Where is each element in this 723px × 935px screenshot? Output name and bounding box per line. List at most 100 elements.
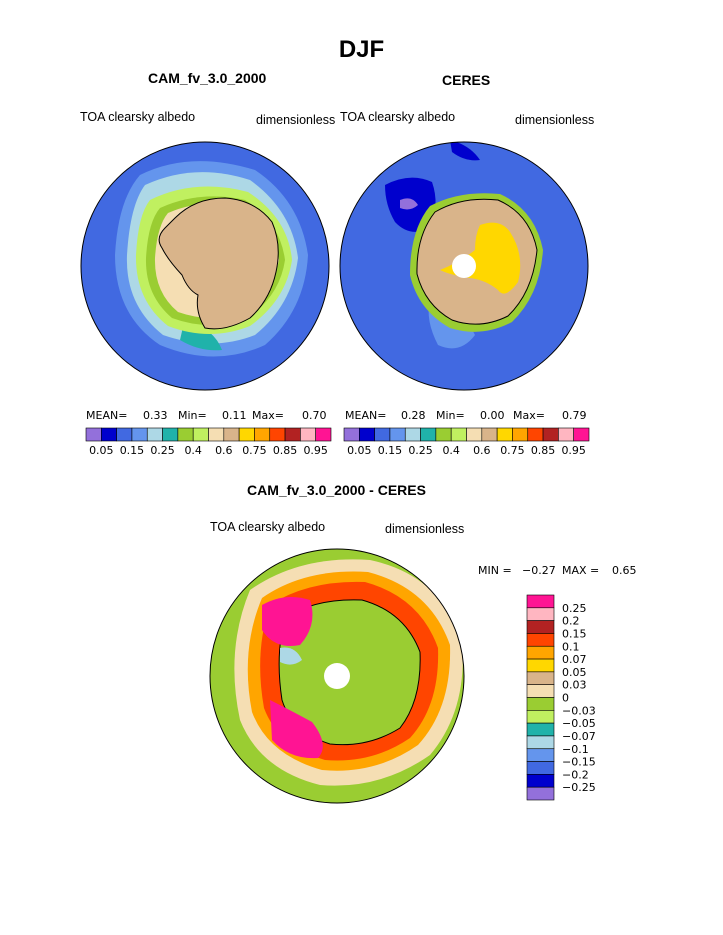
- colorbar-diff-tick-label: −0.25: [562, 781, 596, 794]
- colorbar-ceres-swatch: [512, 427, 529, 442]
- model-max-label: Max=: [252, 409, 284, 422]
- colorbar-diff-swatch: [526, 774, 555, 788]
- map-diff-lightblue-patch: [280, 647, 302, 665]
- map-model: [81, 142, 329, 390]
- colorbar-model-swatch: [269, 427, 286, 442]
- colorbar-diff-swatch: [526, 684, 555, 698]
- colorbar-model-swatch: [101, 427, 117, 442]
- model-mean-label: MEAN=: [86, 409, 128, 422]
- map-ceres-border: [339, 141, 589, 391]
- ceres-max-label: Max=: [513, 409, 545, 422]
- colorbar-ceres-swatch: [496, 427, 513, 442]
- panel-ceres-title: CERES: [442, 72, 491, 88]
- colorbar-model-swatch: [254, 427, 271, 442]
- colorbar-model-swatch: [315, 427, 332, 442]
- ceres-max-value: 0.79: [562, 409, 587, 422]
- colorbar-diff: 0.250.20.150.10.070.050.030−0.03−0.05−0.…: [526, 594, 596, 801]
- map-diff-inner-green: [278, 599, 421, 746]
- panel-ceres-left-label: TOA clearsky albedo: [340, 110, 456, 124]
- colorbar-model-swatch: [192, 427, 209, 442]
- map-ceres: [340, 142, 588, 390]
- diff-max-label: MAX =: [562, 564, 600, 577]
- map-diff-magenta-west: [262, 596, 313, 646]
- colorbar-diff-swatch: [526, 594, 555, 609]
- model-min-label: Min=: [178, 409, 207, 422]
- colorbar-diff-tick-label: 0.03: [562, 679, 587, 692]
- colorbar-ceres-swatch: [450, 427, 467, 442]
- colorbar-diff-tick-label: 0.07: [562, 653, 587, 666]
- map-diff-magenta-south: [270, 700, 323, 759]
- colorbar-ceres-swatch: [573, 427, 590, 442]
- colorbar-model-swatch: [208, 427, 225, 442]
- colorbar-diff-swatch: [526, 786, 555, 801]
- colorbar-diff-tick-label: −0.15: [562, 756, 596, 769]
- colorbar-diff-tick-label: −0.05: [562, 717, 596, 730]
- colorbar-ceres-swatch: [542, 427, 559, 442]
- colorbar-ceres-swatch: [389, 427, 406, 442]
- colorbar-diff-tick-label: 0.25: [562, 602, 587, 615]
- colorbar-diff-swatch: [526, 633, 555, 647]
- map-model-border: [80, 141, 330, 391]
- colorbar-model-swatch: [146, 427, 163, 442]
- model-min-value: 0.11: [222, 409, 247, 422]
- ceres-mean-value: 0.28: [401, 409, 426, 422]
- map-diff: [210, 549, 464, 803]
- panel-model-right-label: dimensionless: [256, 113, 336, 127]
- colorbar-ceres-swatch: [527, 427, 544, 442]
- map-ceres-purple-patch: [400, 198, 418, 210]
- colorbar-ceres-swatch: [343, 427, 360, 442]
- map-ceres-pole-hole: [452, 254, 476, 278]
- colorbar-diff-swatch: [526, 658, 555, 673]
- colorbar-diff-swatch: [526, 735, 555, 750]
- colorbar-ceres-swatch: [404, 427, 421, 442]
- colorbar-diff-swatch: [526, 697, 555, 711]
- colorbar-ceres-swatch: [558, 427, 574, 442]
- colorbar-ceres-swatch: [481, 427, 498, 442]
- colorbar-model-swatch: [223, 427, 240, 442]
- colorbar-ceres-tick-label: 0.4: [442, 444, 460, 457]
- colorbar-ceres-tick-label: 0.95: [561, 444, 586, 457]
- panel-model-left-label: TOA clearsky albedo: [80, 110, 196, 124]
- ceres-min-value: 0.00: [480, 409, 505, 422]
- model-mean-value: 0.33: [143, 409, 168, 422]
- colorbar-ceres-swatch: [435, 427, 452, 442]
- colorbar-diff-tick-label: −0.2: [562, 768, 589, 781]
- colorbar-diff-tick-label: 0.05: [562, 666, 587, 679]
- colorbar-diff-swatch: [526, 722, 555, 737]
- colorbar-ceres: 0.05 0.15 0.25 0.4 0.6 0.75 0.85 0.95: [343, 427, 590, 457]
- panel-model-title: CAM_fv_3.0_2000: [148, 70, 267, 86]
- panel-diff-right-label: dimensionless: [385, 522, 465, 536]
- colorbar-diff-tick-label: −0.07: [562, 730, 596, 743]
- colorbar-model-swatch: [300, 427, 316, 442]
- colorbar-diff-swatch: [526, 645, 555, 660]
- colorbar-model-tick-label: 0.15: [120, 444, 145, 457]
- colorbar-ceres-swatch: [374, 427, 391, 442]
- colorbar-diff-swatch: [526, 671, 555, 685]
- colorbar-ceres-tick-label: 0.85: [531, 444, 556, 457]
- colorbar-ceres-tick-label: 0.05: [347, 444, 372, 457]
- panel-diff-left-label: TOA clearsky albedo: [210, 520, 326, 534]
- colorbar-model-tick-label: 0.95: [303, 444, 328, 457]
- colorbar-diff-swatch: [526, 761, 555, 775]
- panel-diff-title: CAM_fv_3.0_2000 - CERES: [247, 482, 426, 498]
- colorbar-diff-tick-label: −0.1: [562, 743, 589, 756]
- colorbar-model-swatch: [177, 427, 194, 442]
- colorbar-ceres-swatch: [359, 427, 375, 442]
- colorbar-model-swatch: [238, 427, 255, 442]
- ceres-min-label: Min=: [436, 409, 465, 422]
- colorbar-diff-tick-label: −0.03: [562, 704, 596, 717]
- page-title: DJF: [338, 36, 385, 63]
- model-max-value: 0.70: [302, 409, 327, 422]
- diff-min-value: −0.27: [522, 564, 556, 577]
- map-diff-border: [209, 548, 465, 804]
- map-ceres-darkblue-top: [450, 142, 480, 161]
- colorbar-ceres-tick-label: 0.25: [408, 444, 433, 457]
- colorbar-ceres-swatch: [420, 427, 437, 442]
- ceres-mean-label: MEAN=: [345, 409, 387, 422]
- colorbar-model-swatch: [85, 427, 102, 442]
- colorbar-diff-tick-label: 0: [562, 692, 569, 705]
- colorbar-diff-tick-label: 0.15: [562, 627, 587, 640]
- colorbar-diff-swatch: [526, 748, 555, 762]
- colorbar-model-swatch: [131, 427, 148, 442]
